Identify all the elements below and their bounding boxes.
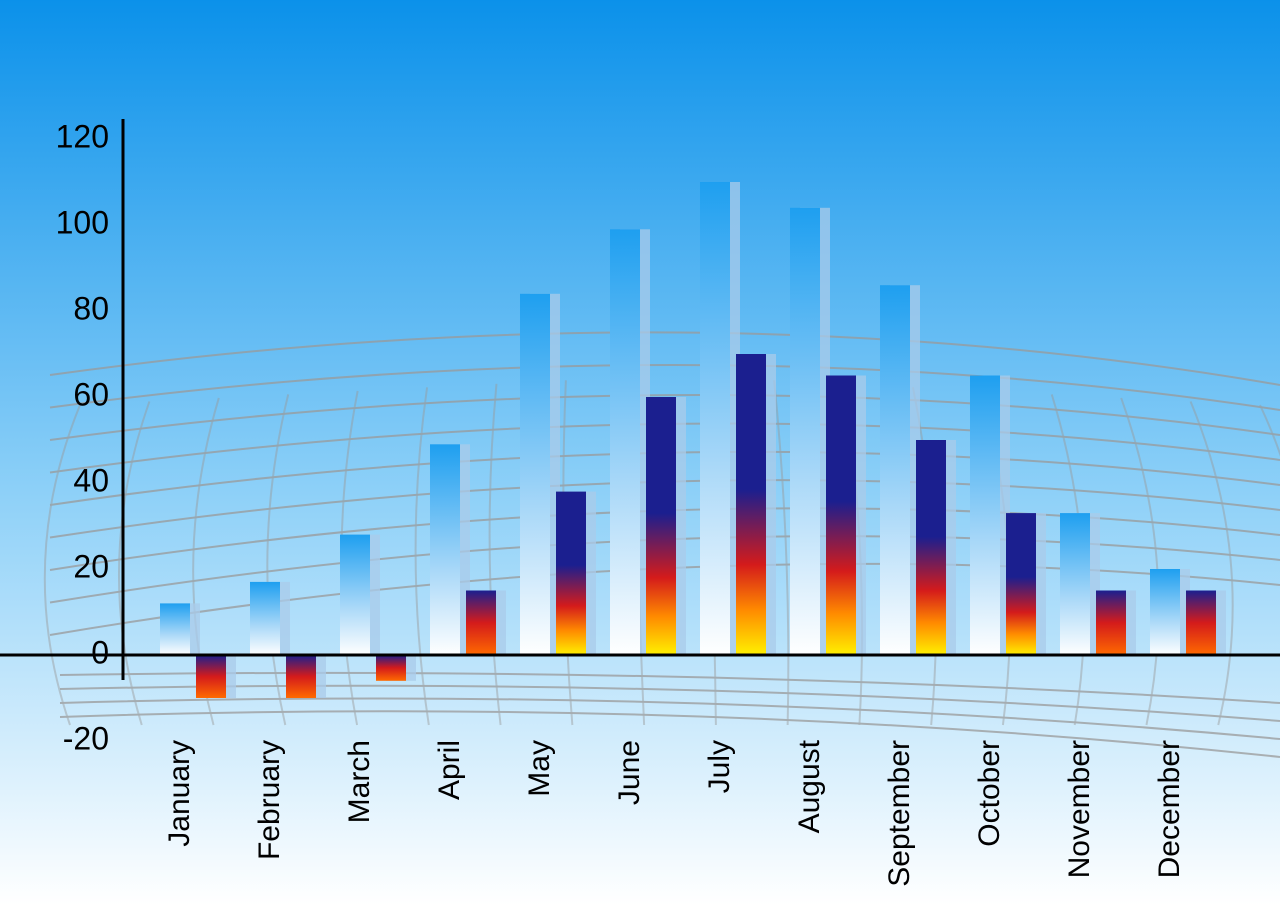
x-category-label: October xyxy=(973,740,1006,847)
y-tick-label: 40 xyxy=(73,462,109,498)
x-category-label: June xyxy=(613,740,646,805)
y-tick-label: 20 xyxy=(73,548,109,584)
y-tick-label: 120 xyxy=(56,118,109,154)
primary-bar xyxy=(250,582,280,655)
x-category-label: July xyxy=(703,740,736,793)
primary-bar xyxy=(790,208,820,655)
x-category-label: December xyxy=(1153,740,1186,878)
y-tick-label: 100 xyxy=(56,204,109,240)
primary-bar xyxy=(880,285,910,655)
primary-bar xyxy=(340,535,370,655)
secondary-bar xyxy=(286,655,316,698)
secondary-bar xyxy=(466,591,496,656)
secondary-bar xyxy=(1006,513,1036,655)
primary-bar xyxy=(1060,513,1090,655)
secondary-bar xyxy=(196,655,226,698)
y-tick-label: -20 xyxy=(63,720,109,756)
primary-bar xyxy=(1150,569,1180,655)
secondary-bar xyxy=(556,492,586,655)
primary-bar xyxy=(970,376,1000,656)
chart-container: 120 100 80 60 40 20 0 -20 January February March A… xyxy=(0,0,1280,905)
primary-bar xyxy=(700,182,730,655)
x-category-label: April xyxy=(433,740,466,800)
primary-bar xyxy=(160,603,190,655)
secondary-bar xyxy=(646,397,676,655)
secondary-bar xyxy=(916,440,946,655)
x-category-label: March xyxy=(343,740,376,823)
monthly-bar-chart: 120 100 80 60 40 20 0 -20 January February March A… xyxy=(0,0,1280,905)
x-category-label: January xyxy=(163,740,196,847)
y-tick-label: 0 xyxy=(91,634,109,670)
primary-bar xyxy=(430,444,460,655)
x-category-label: November xyxy=(1063,740,1096,878)
secondary-bar xyxy=(736,354,766,655)
y-tick-label: 80 xyxy=(73,290,109,326)
x-category-label: September xyxy=(883,740,916,887)
y-tick-label: 60 xyxy=(73,376,109,412)
x-category-label: May xyxy=(523,740,556,797)
x-category-label: February xyxy=(253,740,286,860)
secondary-bar xyxy=(1186,591,1216,656)
primary-bar xyxy=(520,294,550,655)
x-category-label: August xyxy=(793,739,826,833)
secondary-bar xyxy=(826,376,856,656)
secondary-bar xyxy=(376,655,406,681)
secondary-bar xyxy=(1096,591,1126,656)
primary-bar xyxy=(610,229,640,655)
